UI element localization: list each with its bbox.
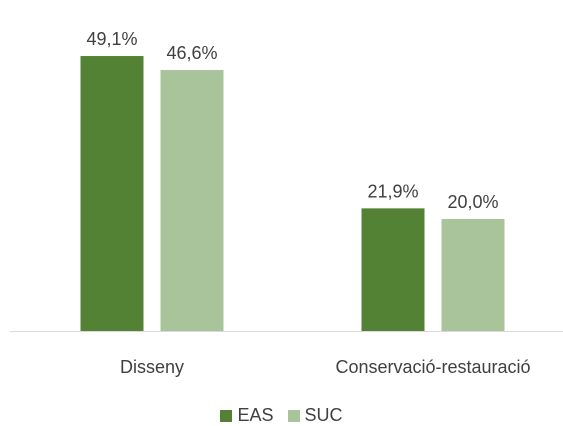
category-label-0: Disseny xyxy=(120,357,184,377)
data-label-suc-1: 20,0% xyxy=(447,192,498,212)
category-label-1: Conservació-restauració xyxy=(335,357,530,377)
data-label-suc-0: 46,6% xyxy=(166,43,217,63)
legend-label-eas: EAS xyxy=(237,405,274,425)
bar-eas-0 xyxy=(80,56,144,331)
bar-suc-0 xyxy=(160,70,224,331)
legend-item-eas: EAS xyxy=(220,405,274,426)
legend-swatch-suc xyxy=(287,409,300,422)
bar-eas-1 xyxy=(361,208,425,331)
data-label-eas-0: 49,1% xyxy=(86,29,137,49)
bar-suc-1 xyxy=(441,219,505,331)
legend-swatch-eas xyxy=(220,409,233,422)
legend-label-suc: SUC xyxy=(304,405,343,425)
data-label-eas-1: 21,9% xyxy=(367,181,418,201)
legend-item-suc: SUC xyxy=(287,405,343,426)
chart-legend: EAS SUC xyxy=(0,405,563,426)
